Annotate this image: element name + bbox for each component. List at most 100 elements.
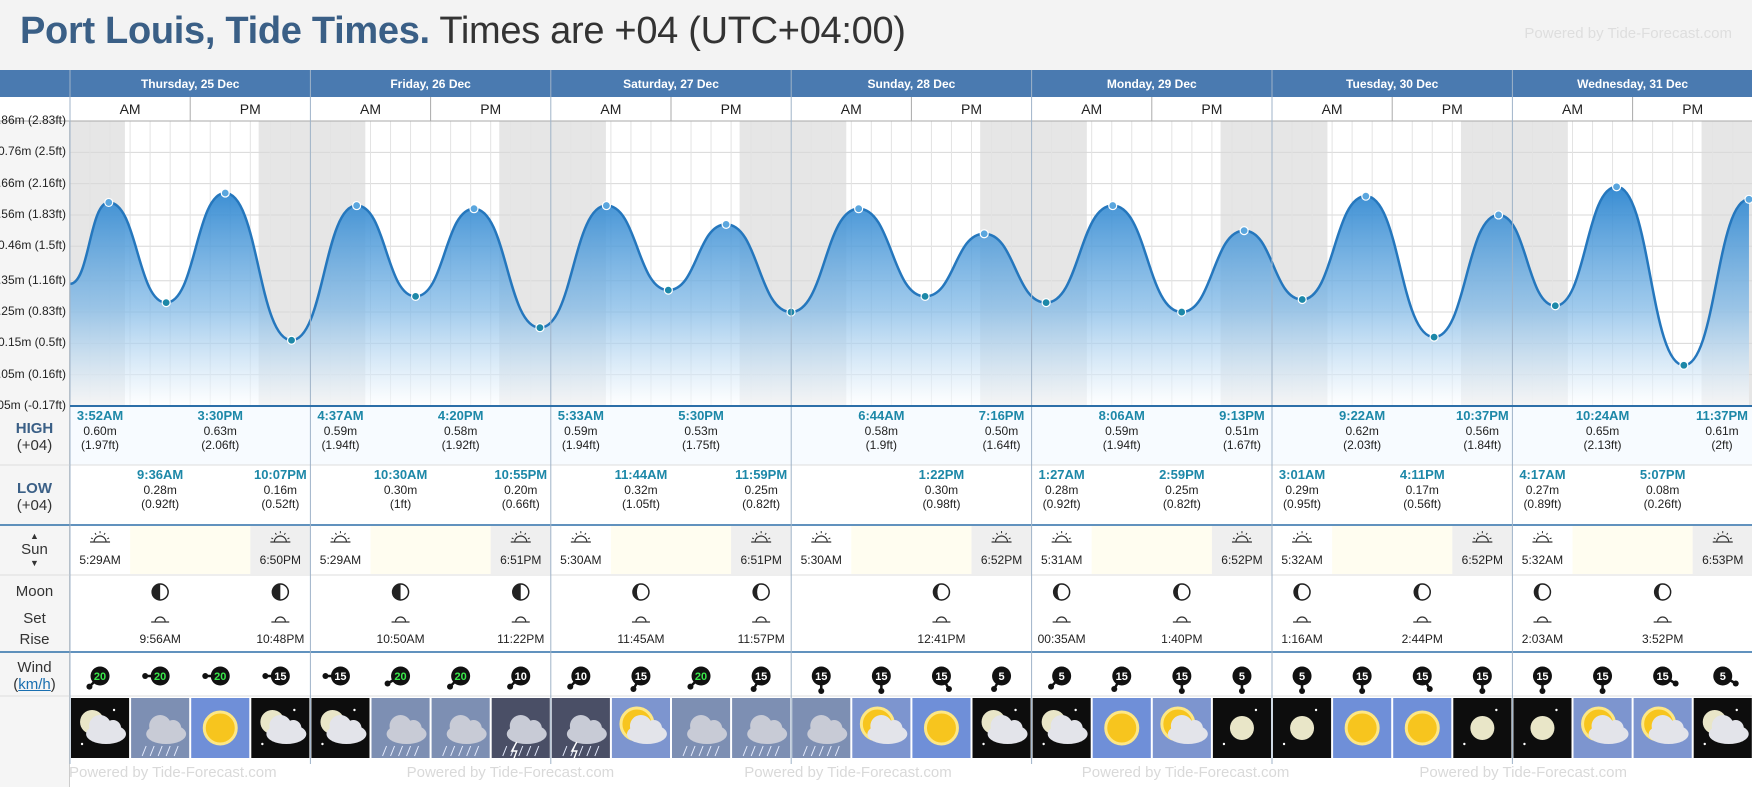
tide-height-ft: (0.92ft) <box>1043 497 1081 511</box>
tide-height-ft: (1.9ft) <box>866 438 897 452</box>
moon-time: 11:45AM <box>617 632 664 646</box>
sun-ray <box>271 537 274 540</box>
wind-badge <box>1593 666 1613 686</box>
day-label: Wednesday, 31 Dec <box>1577 77 1688 91</box>
wind-indicator: 20 <box>202 666 230 686</box>
sun-ray <box>1065 532 1068 536</box>
sunset-icon <box>1231 531 1252 543</box>
star <box>1222 742 1226 746</box>
star <box>1074 708 1077 712</box>
sun-ray <box>1236 532 1239 536</box>
tide-height-ft: (0.26ft) <box>1644 497 1682 511</box>
tide-time: 7:16PM <box>979 408 1025 423</box>
sun-arc <box>514 535 528 543</box>
moonrise-icon <box>752 616 771 623</box>
low-tide-point <box>535 323 545 333</box>
wind-badge <box>1112 666 1132 686</box>
moon-shade <box>272 584 281 600</box>
tide-time: 6:44AM <box>858 408 904 423</box>
tide-height-ft: (0.92ft) <box>141 497 179 511</box>
tide-height-ft: (1.64ft) <box>983 438 1021 452</box>
wind-speed: 15 <box>1536 671 1548 683</box>
low-table-bg <box>70 465 1752 525</box>
moon-shade <box>1534 584 1543 600</box>
sun-ray <box>1713 537 1716 540</box>
y-tick-label: 0.66m (2.16ft) <box>0 175 66 190</box>
wind-arrow-head <box>507 683 514 690</box>
wind-indicator: 15 <box>1593 666 1613 694</box>
wind-arrow-head <box>1048 683 1055 690</box>
tide-height-m: 0.25m <box>744 483 777 497</box>
cloud-part <box>1607 720 1624 736</box>
sun-ray <box>571 537 574 540</box>
sun-ray <box>515 532 518 536</box>
y-tick-label: 0.15m (0.5ft) <box>0 335 66 350</box>
tide-line <box>70 185 1750 367</box>
low-tz-label: (+04) <box>16 497 53 514</box>
y-tick-label: 0.05m (0.16ft) <box>0 366 66 381</box>
wind-speed: 15 <box>875 671 887 683</box>
sun-ray <box>94 532 97 536</box>
tide-time: 5:30PM <box>678 408 724 423</box>
cloud-part <box>149 715 172 737</box>
sun-ray <box>1248 537 1252 540</box>
y-tick-label: 0.25m (0.83ft) <box>0 304 66 319</box>
moon-phase-icon <box>391 583 410 601</box>
rain-drop <box>594 745 600 757</box>
wind-arrow-head <box>1426 685 1433 692</box>
rain-drop <box>742 745 748 757</box>
tide-time: 10:07PM <box>254 467 307 482</box>
sun-ray <box>1305 532 1308 536</box>
wind-indicator: 20 <box>687 666 711 690</box>
cloud-part <box>389 715 412 737</box>
sunset-time: 6:52PM <box>1462 553 1503 567</box>
cloud-part <box>449 715 472 737</box>
rain-drop <box>818 745 824 757</box>
tide-time: 1:22PM <box>919 467 965 482</box>
powered-by-link[interactable]: Powered by Tide-Forecast.com <box>1524 25 1732 42</box>
sun-ray <box>335 532 337 536</box>
sun-ray <box>828 537 831 540</box>
cloud-part <box>585 720 602 736</box>
wind-arrow-head <box>384 680 391 687</box>
moon-phase-icon <box>632 583 650 601</box>
rain-drop <box>466 745 472 757</box>
cloud-part <box>509 715 532 737</box>
wind-arrow-head <box>878 688 885 694</box>
cloud-part <box>1186 720 1203 736</box>
tide-time: 10:55PM <box>494 467 547 482</box>
sun-arc <box>1475 535 1489 543</box>
sun-ray <box>764 532 767 536</box>
moon-arc <box>635 616 647 623</box>
rain-drop <box>750 745 756 757</box>
tide-height-m: 0.59m <box>1105 424 1138 438</box>
sun-ray <box>287 537 290 540</box>
cloud-part <box>1066 720 1083 736</box>
rain-drop <box>502 745 508 757</box>
rain-cloud-icon <box>672 698 731 758</box>
rain-drop <box>578 745 584 757</box>
tide-height-ft: (1.94ft) <box>1103 438 1141 452</box>
high-tide-point <box>979 229 989 239</box>
tide-fill <box>70 186 1749 406</box>
wind-badge <box>691 666 711 686</box>
wind-unit-link[interactable]: km/h <box>18 676 51 693</box>
wind-arrow-head <box>1732 680 1739 687</box>
sun-arc <box>1535 535 1550 543</box>
sunset-icon <box>991 531 1012 543</box>
wind-badge <box>1232 666 1252 686</box>
wind-row-label: Wind (km/h) <box>0 659 69 693</box>
wind-badge <box>210 666 230 686</box>
rain-drop <box>518 745 524 757</box>
wind-arrow-head <box>1599 688 1606 694</box>
wind-badge <box>270 666 290 686</box>
tide-height-m: 0.32m <box>624 483 657 497</box>
wind-badge <box>451 666 471 686</box>
sunset-time: 6:51PM <box>500 553 541 567</box>
wind-badge <box>631 666 651 686</box>
am-label: AM <box>1322 101 1343 117</box>
star <box>982 742 985 746</box>
wind-speed: 15 <box>1116 671 1128 683</box>
star <box>261 742 264 746</box>
